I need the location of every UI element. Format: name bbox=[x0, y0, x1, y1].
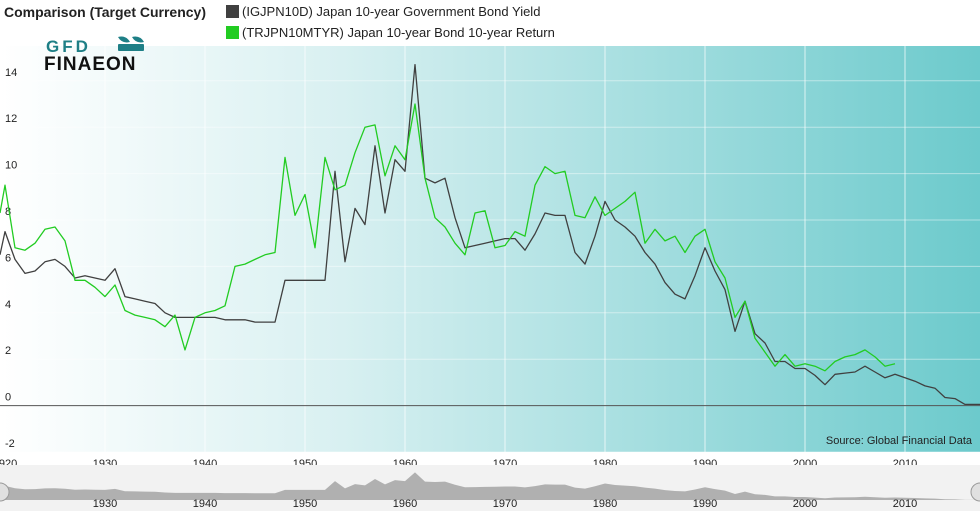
navigator-tick-label: 1990 bbox=[693, 498, 717, 510]
series-line-yield bbox=[0, 63, 980, 406]
y-tick-label: 14 bbox=[5, 67, 17, 79]
logo-leaf-icon bbox=[118, 36, 130, 43]
logo-bottom-text: FINAEON bbox=[44, 54, 137, 75]
y-tick-label: -2 bbox=[5, 438, 15, 450]
y-tick-label: 2 bbox=[5, 345, 11, 357]
series-line-return bbox=[0, 103, 896, 372]
navigator-tick-label: 2010 bbox=[893, 498, 917, 510]
navigator-series-area bbox=[0, 472, 980, 500]
chart-title: Comparison (Target Currency) bbox=[4, 4, 206, 20]
navigator[interactable]: 1930 1940 1950 1960 1970 1980 1990 2000 2010 bbox=[0, 465, 980, 511]
logo-top-text: GFD bbox=[46, 37, 91, 56]
legend-item-yield[interactable]: (IGJPN10D) Japan 10-year Government Bond… bbox=[226, 4, 540, 19]
legend-label-yield: (IGJPN10D) Japan 10-year Government Bond… bbox=[242, 4, 541, 19]
y-tick-label: 4 bbox=[5, 299, 11, 311]
navigator-tick-label: 1960 bbox=[393, 498, 417, 510]
chart-header: Comparison (Target Currency) (IGJPN10D) … bbox=[0, 0, 980, 46]
y-tick-label: 12 bbox=[5, 113, 17, 125]
navigator-tick-label: 1940 bbox=[193, 498, 217, 510]
legend-item-return[interactable]: (TRJPN10MTYR) Japan 10-year Bond 10-year… bbox=[226, 25, 555, 40]
plot-area bbox=[0, 46, 980, 452]
legend-swatch-return bbox=[226, 26, 239, 39]
navigator-tick-label: 1950 bbox=[293, 498, 317, 510]
gfd-finaeon-logo: GFD FINAEON bbox=[44, 36, 144, 75]
source-label: Source: Global Financial Data bbox=[826, 435, 973, 447]
navigator-right-handle[interactable] bbox=[970, 482, 980, 502]
legend-swatch-yield bbox=[226, 5, 239, 18]
y-tick-label: 6 bbox=[5, 252, 11, 264]
y-tick-label: 10 bbox=[5, 160, 17, 172]
navigator-tick-label: 1970 bbox=[493, 498, 517, 510]
logo-bar bbox=[118, 44, 144, 51]
logo-leaf-icon-2 bbox=[132, 36, 144, 43]
y-tick-label: 0 bbox=[5, 392, 11, 404]
y-tick-label: 8 bbox=[5, 206, 11, 218]
legend-label-return: (TRJPN10MTYR) Japan 10-year Bond 10-year… bbox=[242, 25, 555, 40]
navigator-left-handle[interactable] bbox=[0, 482, 10, 502]
navigator-tick-label: 2000 bbox=[793, 498, 817, 510]
navigator-tick-label: 1930 bbox=[93, 498, 117, 510]
navigator-tick-label: 1980 bbox=[593, 498, 617, 510]
